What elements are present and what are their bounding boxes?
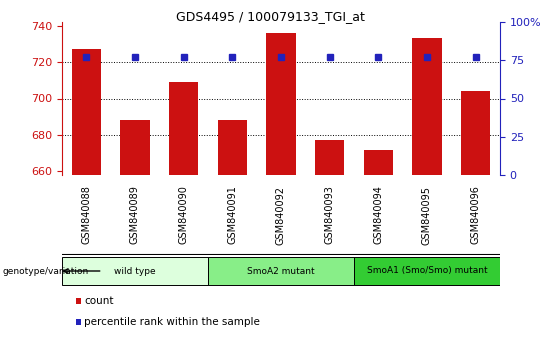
Text: wild type: wild type bbox=[114, 267, 156, 275]
Text: GSM840088: GSM840088 bbox=[82, 185, 91, 245]
Text: GDS4495 / 100079133_TGI_at: GDS4495 / 100079133_TGI_at bbox=[176, 10, 364, 23]
Text: GSM840095: GSM840095 bbox=[422, 185, 432, 245]
Bar bbox=[76, 298, 82, 304]
Text: GSM840089: GSM840089 bbox=[130, 185, 140, 245]
Text: GSM840096: GSM840096 bbox=[471, 185, 481, 245]
Bar bbox=[218, 120, 247, 175]
Text: count: count bbox=[84, 296, 113, 306]
Bar bbox=[169, 82, 198, 175]
Text: GSM840092: GSM840092 bbox=[276, 185, 286, 245]
Text: percentile rank within the sample: percentile rank within the sample bbox=[84, 317, 260, 327]
Bar bbox=[76, 319, 82, 325]
Bar bbox=[266, 33, 295, 175]
Text: GSM840093: GSM840093 bbox=[325, 185, 335, 245]
Bar bbox=[72, 49, 101, 175]
Bar bbox=[413, 38, 442, 175]
Bar bbox=[120, 120, 150, 175]
Text: GSM840090: GSM840090 bbox=[179, 185, 188, 245]
Text: SmoA2 mutant: SmoA2 mutant bbox=[247, 267, 315, 275]
Bar bbox=[62, 257, 208, 285]
Bar bbox=[208, 257, 354, 285]
Bar bbox=[461, 91, 490, 175]
Text: GSM840094: GSM840094 bbox=[373, 185, 383, 245]
Bar bbox=[315, 141, 345, 175]
Text: genotype/variation: genotype/variation bbox=[3, 267, 89, 275]
Bar bbox=[364, 149, 393, 175]
Text: SmoA1 (Smo/Smo) mutant: SmoA1 (Smo/Smo) mutant bbox=[367, 267, 487, 275]
Bar bbox=[354, 257, 500, 285]
Text: GSM840091: GSM840091 bbox=[227, 185, 238, 245]
